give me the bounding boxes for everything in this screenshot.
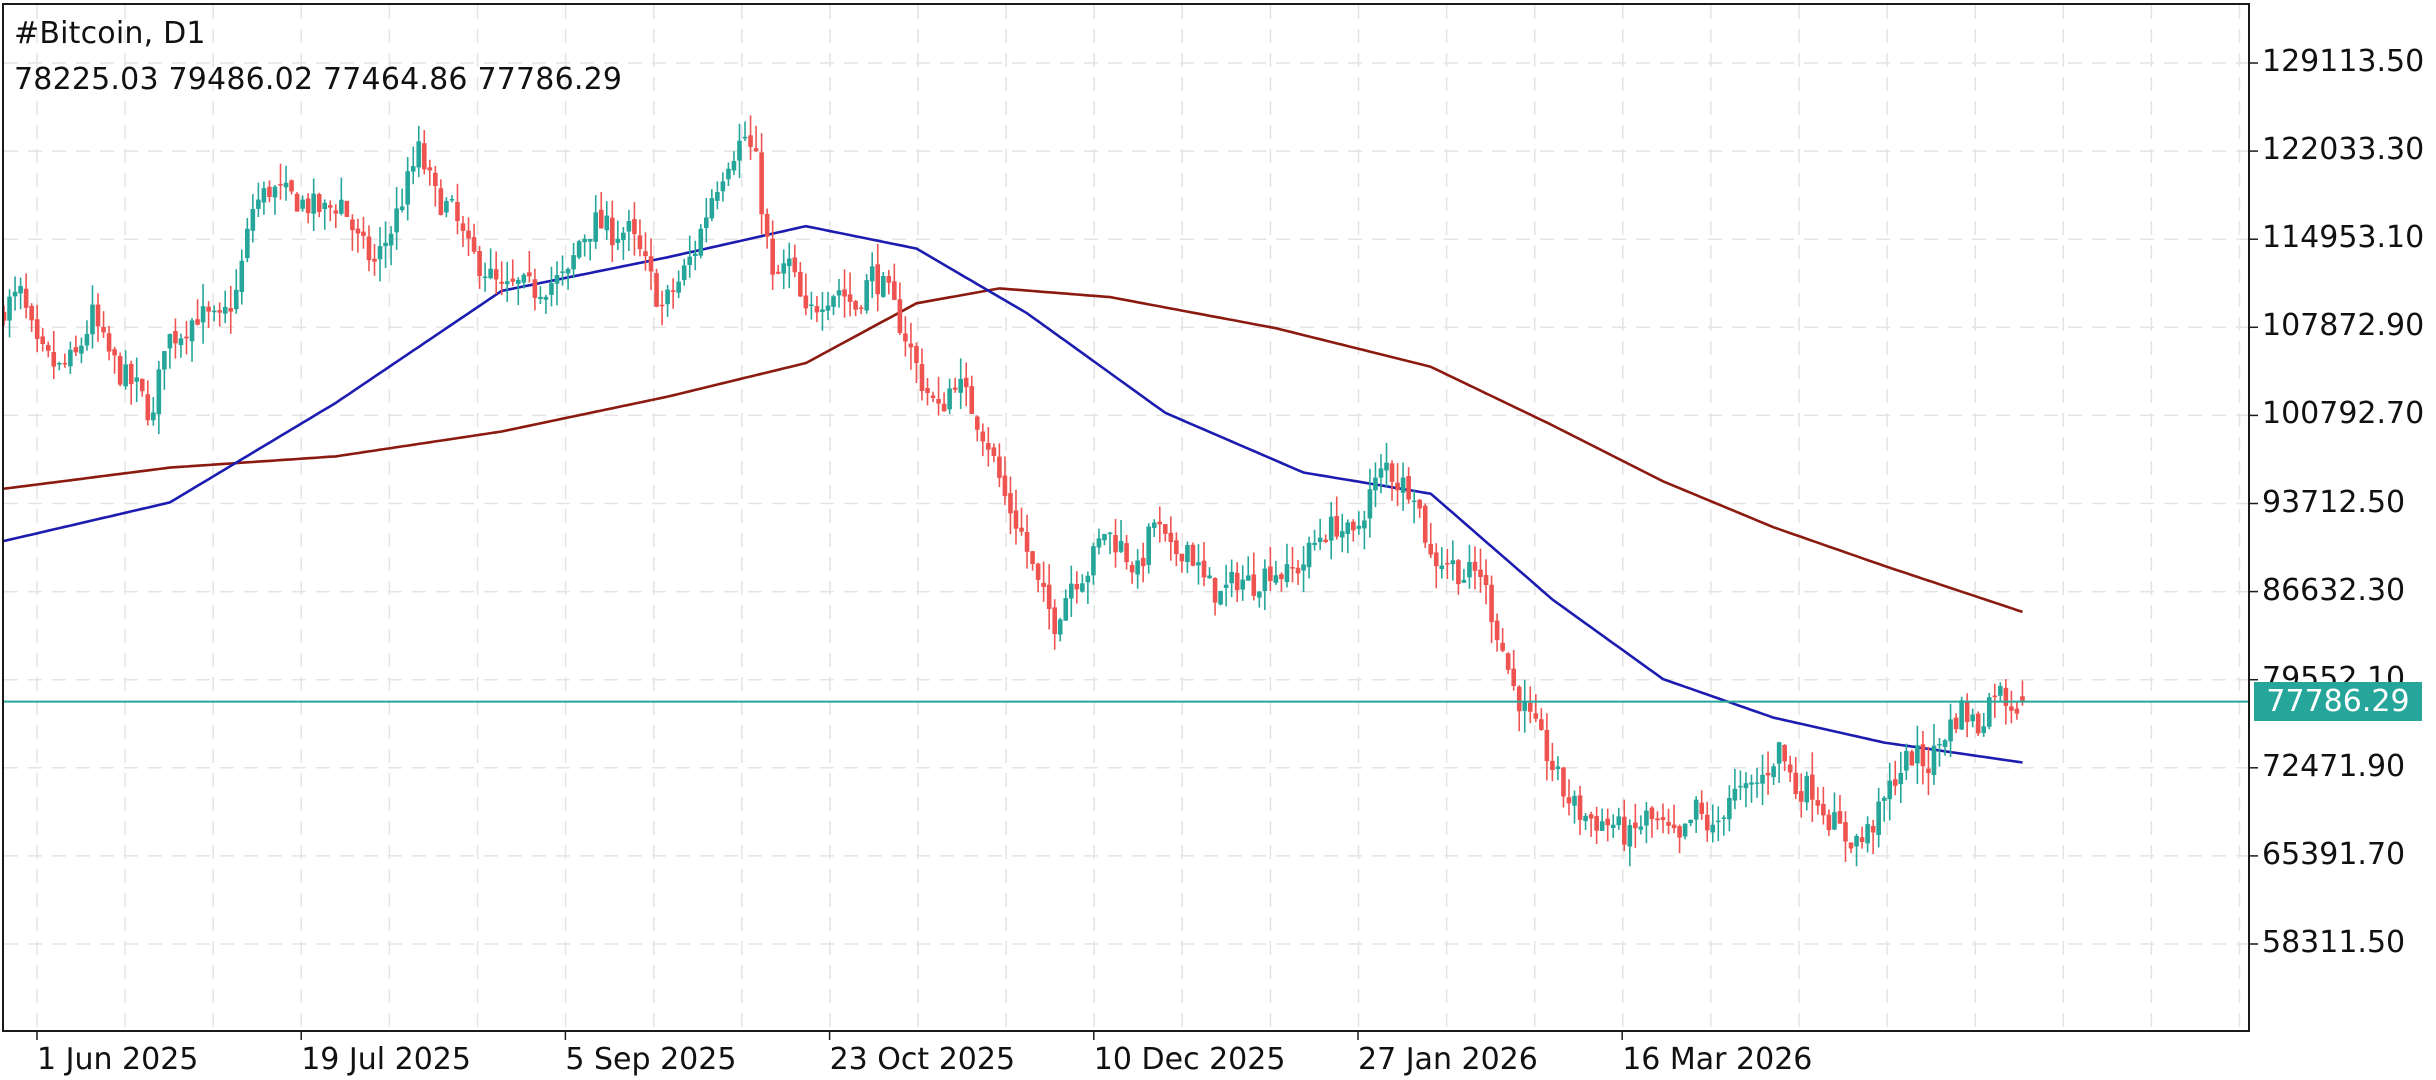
y-tick-label: 86632.30 bbox=[2262, 572, 2406, 608]
x-tick-label: 16 Mar 2026 bbox=[1622, 1042, 1813, 1077]
y-tick-label: 122033.30 bbox=[2262, 132, 2425, 168]
chart-frame[interactable] bbox=[2, 3, 2250, 1032]
price-chart-canvas[interactable] bbox=[4, 5, 2248, 1030]
y-tick-label: 72471.90 bbox=[2262, 748, 2406, 784]
x-tick-label: 1 Jun 2025 bbox=[37, 1042, 199, 1077]
x-tick-label: 19 Jul 2025 bbox=[301, 1042, 471, 1077]
y-tick-label: 58311.50 bbox=[2262, 925, 2406, 960]
y-tick-label: 93712.50 bbox=[2262, 484, 2406, 520]
moving-average-slow-line bbox=[4, 287, 2023, 614]
y-tick-label: 129113.50 bbox=[2262, 44, 2425, 79]
x-tick-label: 5 Sep 2025 bbox=[565, 1042, 737, 1077]
x-tick-label: 10 Dec 2025 bbox=[1093, 1042, 1286, 1077]
candlestick-series bbox=[4, 115, 2025, 867]
x-tick-label: 27 Jan 2026 bbox=[1358, 1042, 1538, 1077]
chart-title: #Bitcoin, D1 bbox=[14, 16, 206, 51]
y-tick-label: 100792.70 bbox=[2262, 396, 2425, 432]
y-tick-label: 107872.90 bbox=[2262, 308, 2425, 344]
moving-average-fast-line bbox=[4, 224, 2023, 764]
y-tick-label: 114953.10 bbox=[2262, 220, 2425, 256]
x-tick-label: 23 Oct 2025 bbox=[829, 1042, 1016, 1077]
ohlc-values: 78225.03 79486.02 77464.86 77786.29 bbox=[14, 62, 623, 97]
grid-lines bbox=[4, 5, 2248, 1030]
current-price-tag: 77786.29 bbox=[2254, 682, 2422, 721]
y-tick-label: 65391.70 bbox=[2262, 836, 2406, 872]
